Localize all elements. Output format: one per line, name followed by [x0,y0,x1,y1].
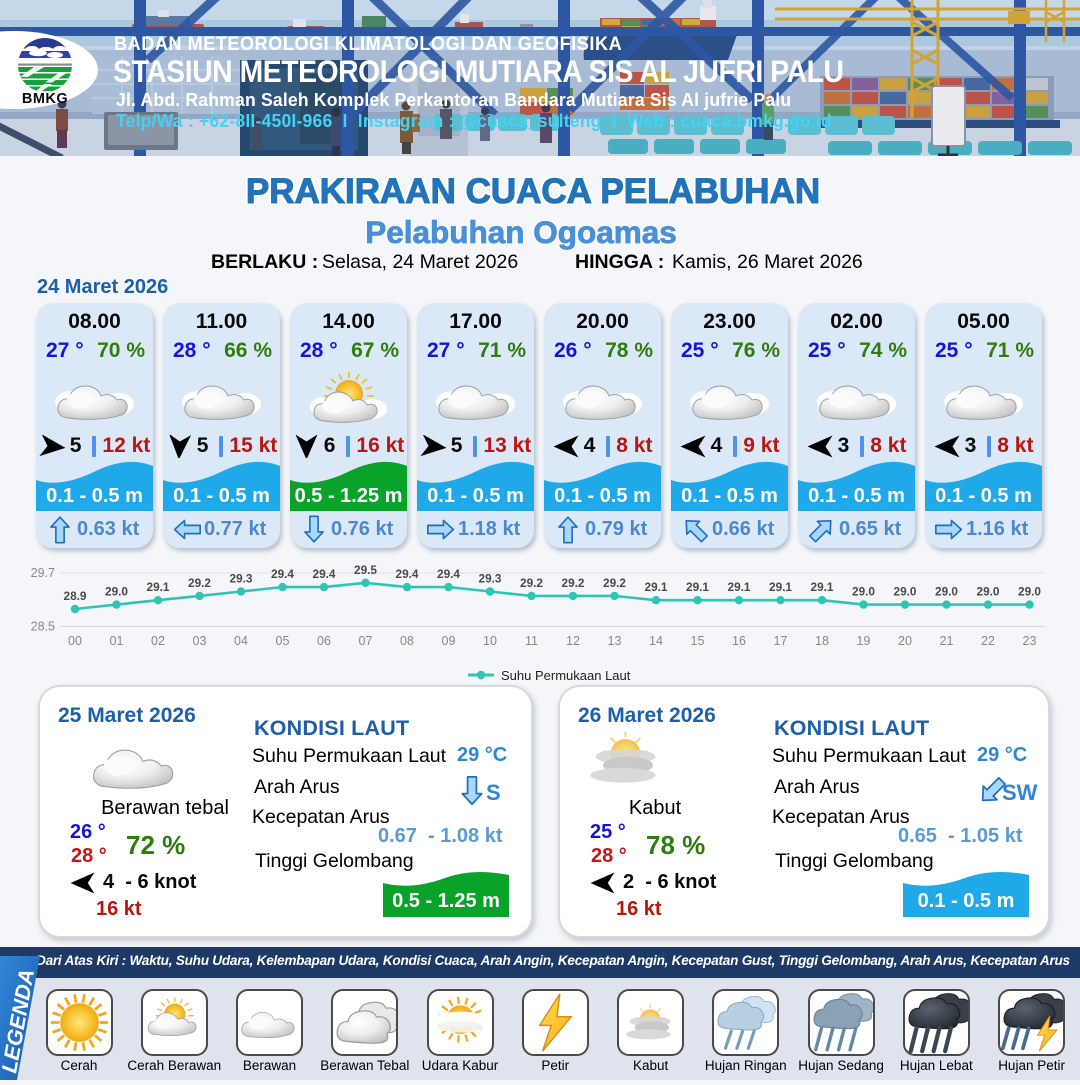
svg-text:05: 05 [276,634,290,648]
svg-text:29.2: 29.2 [188,576,211,590]
svg-text:29.0: 29.0 [935,585,958,599]
svg-text:29.3: 29.3 [230,572,253,586]
svg-text:06: 06 [317,634,331,648]
svg-text:29.1: 29.1 [728,580,751,594]
svg-text:29.0: 29.0 [852,585,875,599]
svg-text:23: 23 [1023,634,1037,648]
svg-text:29.4: 29.4 [313,567,336,581]
svg-text:00: 00 [68,634,82,648]
svg-text:19: 19 [857,634,871,648]
svg-text:17: 17 [774,634,788,648]
svg-text:18: 18 [815,634,829,648]
svg-text:29.2: 29.2 [603,576,626,590]
svg-text:29.5: 29.5 [354,563,377,577]
svg-text:29.1: 29.1 [769,580,792,594]
svg-text:04: 04 [234,634,248,648]
svg-text:29.4: 29.4 [437,567,460,581]
svg-text:21: 21 [940,634,954,648]
svg-text:29.1: 29.1 [811,580,834,594]
svg-text:09: 09 [442,634,456,648]
svg-text:16: 16 [732,634,746,648]
svg-text:29.1: 29.1 [645,580,668,594]
svg-text:29.7: 29.7 [31,566,55,580]
svg-text:15: 15 [691,634,705,648]
svg-text:28.5: 28.5 [31,620,55,634]
svg-text:29.4: 29.4 [396,567,419,581]
svg-text:07: 07 [359,634,373,648]
svg-text:29.0: 29.0 [105,585,128,599]
svg-text:10: 10 [483,634,497,648]
svg-text:08: 08 [400,634,414,648]
svg-text:29.2: 29.2 [520,576,543,590]
svg-text:29.4: 29.4 [271,567,294,581]
svg-text:29.0: 29.0 [1018,585,1041,599]
svg-text:12: 12 [566,634,580,648]
svg-text:29.0: 29.0 [977,585,1000,599]
svg-text:29.3: 29.3 [479,572,502,586]
svg-text:29.1: 29.1 [686,580,709,594]
svg-text:20: 20 [898,634,912,648]
svg-text:BMKG: BMKG [22,91,68,107]
svg-text:02: 02 [151,634,165,648]
svg-text:01: 01 [110,634,124,648]
svg-text:03: 03 [193,634,207,648]
svg-text:28.9: 28.9 [64,589,87,603]
svg-text:Suhu Permukaan Laut: Suhu Permukaan Laut [501,668,631,683]
svg-text:29.1: 29.1 [147,580,170,594]
svg-text:11: 11 [525,634,538,648]
svg-text:22: 22 [981,634,995,648]
svg-text:29.2: 29.2 [562,576,585,590]
svg-text:14: 14 [649,634,663,648]
svg-text:29.0: 29.0 [894,585,917,599]
svg-text:13: 13 [608,634,622,648]
